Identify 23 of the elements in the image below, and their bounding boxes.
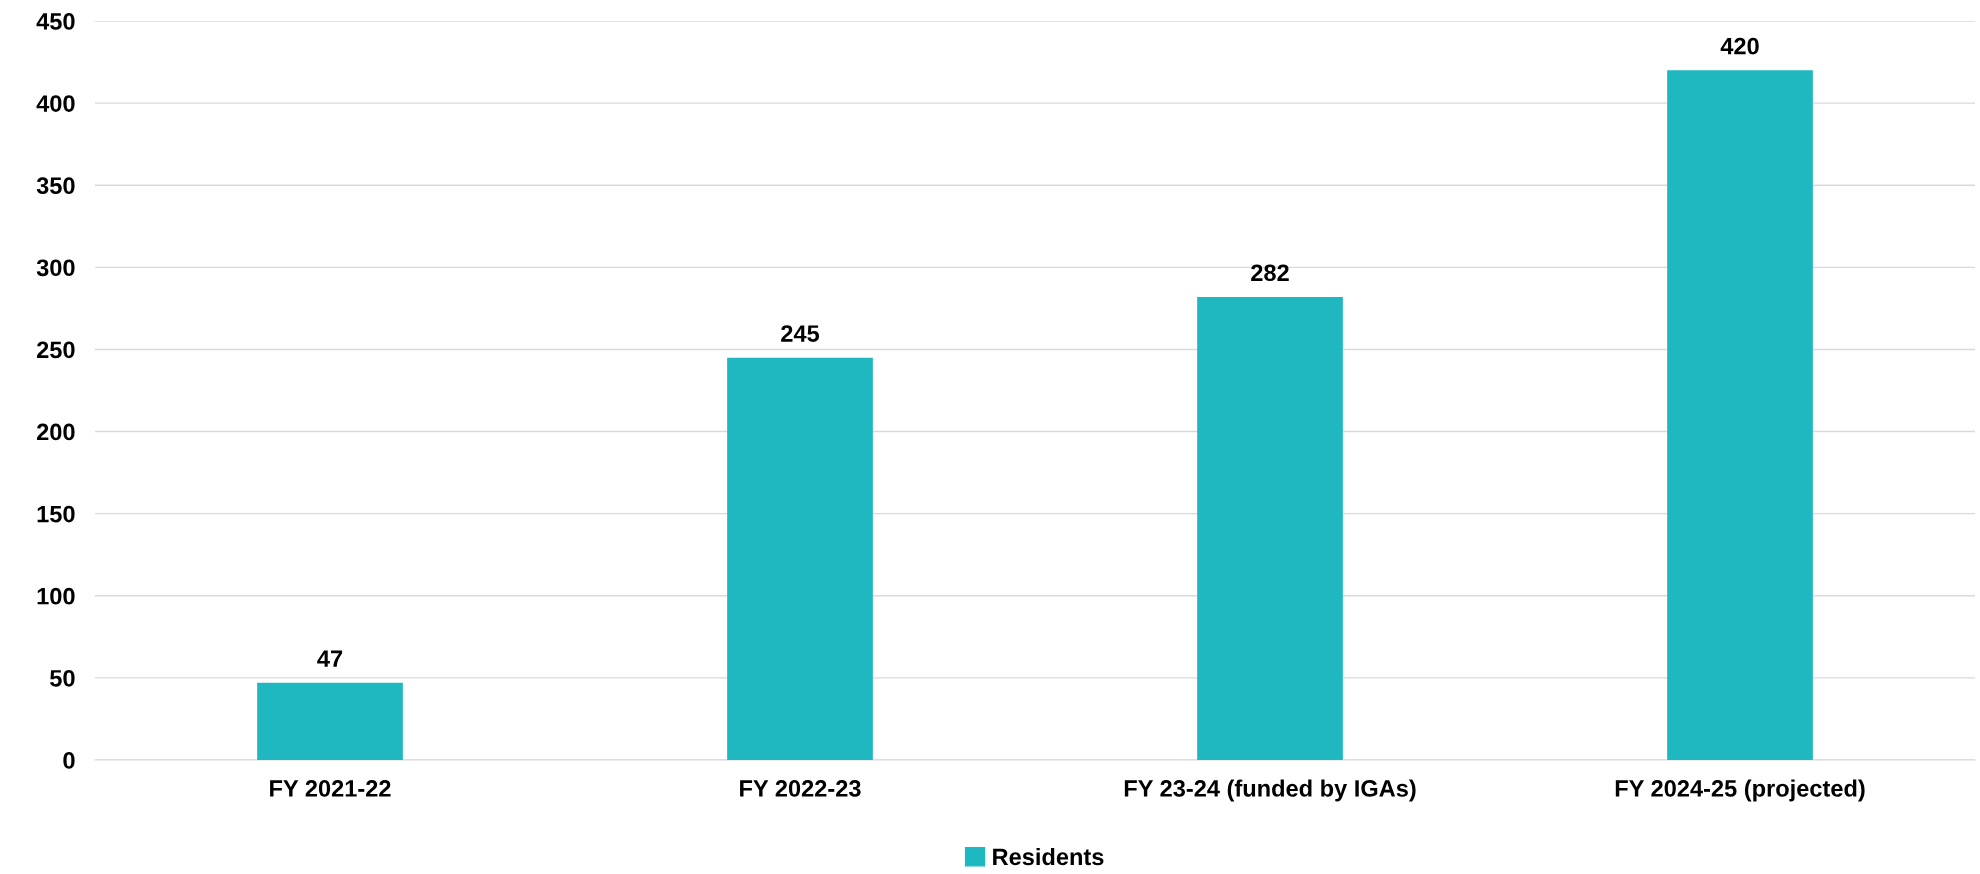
data-label: 420 (1720, 37, 1759, 55)
y-tick-label: 400 (36, 95, 75, 112)
data-label: 282 (1251, 264, 1289, 282)
y-tick-label: 250 (36, 341, 75, 359)
x-tick-label: FY 2022-23 (740, 780, 861, 797)
y-tick-label: 300 (36, 259, 75, 277)
y-tick-label: 150 (37, 505, 75, 523)
x-tick-label: FY 2024-25 (projected) (1615, 779, 1865, 802)
legend-label: Residents (993, 847, 1104, 866)
y-tick-label: 350 (36, 177, 75, 195)
y-tick-label: 450 (36, 13, 75, 30)
data-label: 47 (317, 650, 343, 667)
x-tick-label: FY 23-24 (funded by IGAs) (1124, 779, 1416, 802)
bar (257, 682, 403, 760)
bar (1197, 296, 1343, 760)
data-label: 245 (781, 325, 820, 342)
y-tick-label: 200 (36, 423, 75, 441)
bar (1667, 70, 1813, 760)
y-tick-label: 0 (63, 752, 75, 769)
y-tick-label: 50 (50, 669, 75, 687)
x-tick-label: FY 2021-22 (270, 780, 391, 797)
bar (727, 357, 873, 760)
y-tick-label: 100 (37, 587, 75, 605)
